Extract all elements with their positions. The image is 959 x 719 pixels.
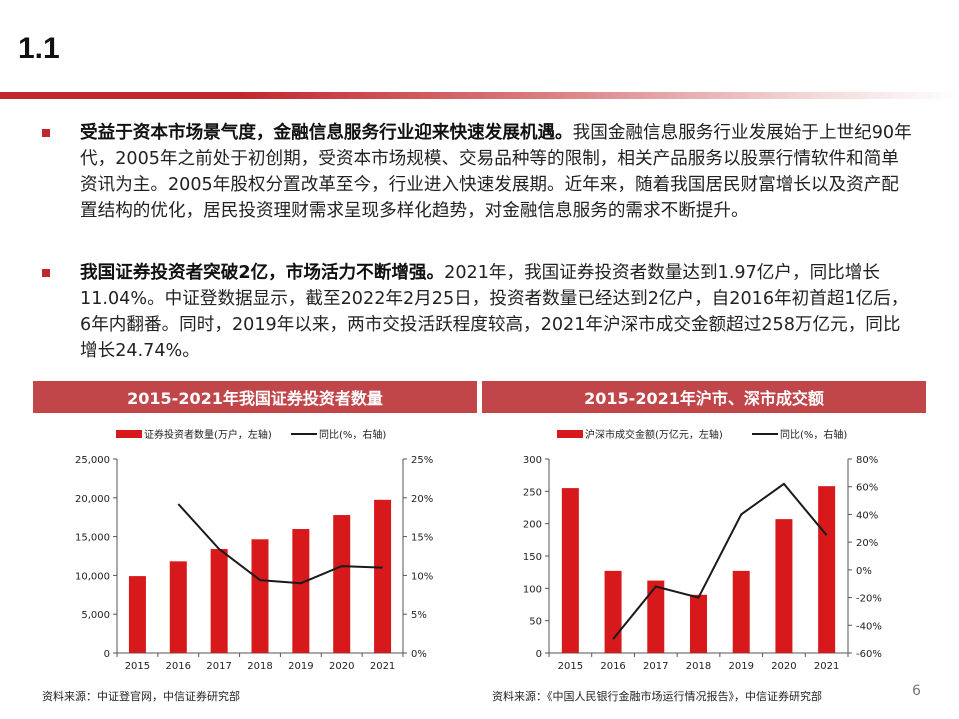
bar-2016 <box>169 561 187 653</box>
chart-investors: 证券投资者数量(万户，左轴) 同比(%，右轴) 0 5,000 10,000 15,000… <box>75 428 433 672</box>
y-left-tick-label: 50 <box>529 617 542 628</box>
chart-right-title: 2015-2021年沪市、深市成交额 <box>482 381 926 413</box>
y-left-tick-label: 0 <box>104 649 110 660</box>
legend-line-label: 同比(%，右轴) <box>319 428 386 441</box>
x-tick-label: 2020 <box>329 661 354 672</box>
bar-2015 <box>128 576 146 653</box>
chart-left-title: 2015-2021年我国证券投资者数量 <box>33 381 477 413</box>
bar-2020 <box>333 515 351 653</box>
y-right-tick-label: -40% <box>856 621 882 632</box>
y-left-tick-label: 5,000 <box>81 610 110 621</box>
bar-2020 <box>775 519 793 653</box>
x-tick-label: 2021 <box>370 661 395 672</box>
bullet-2-body: 2021年，我国证券投资者数量达到1.97亿户，同比增长11.04%。中证登数据… <box>80 263 909 361</box>
x-tick-label: 2018 <box>686 661 711 672</box>
x-tick-label: 2021 <box>814 661 839 672</box>
y-right-tick-label: 10% <box>411 571 433 582</box>
x-tick-label: 2016 <box>166 661 191 672</box>
bar-2015 <box>561 488 579 653</box>
bar-2018 <box>690 594 707 653</box>
x-tick-label: 2018 <box>247 661 272 672</box>
line-series-yoy <box>612 482 828 640</box>
legend-bar-label: 证券投资者数量(万户，左轴) <box>144 428 272 441</box>
line-series-yoy <box>177 503 383 585</box>
y-left-tick-label: 15,000 <box>75 533 110 544</box>
y-right-tick-label: 40% <box>856 510 878 521</box>
legend-bar-swatch <box>116 430 142 438</box>
y-right-tick-label: -60% <box>856 649 882 660</box>
bar-2017 <box>210 549 228 653</box>
y-left-tick-label: 25,000 <box>75 455 110 466</box>
y-right-tick-label: 0% <box>411 649 427 660</box>
bullet-square-icon <box>42 269 50 277</box>
x-tick-label: 2016 <box>600 661 625 672</box>
y-left-tick-label: 20,000 <box>75 494 110 505</box>
bar-2019 <box>732 570 750 653</box>
x-tick-label: 2019 <box>728 661 753 672</box>
y-right-tick-label: 25% <box>411 455 433 466</box>
x-tick-label: 2019 <box>288 661 313 672</box>
y-right-tick-label: 60% <box>856 483 878 494</box>
x-tick-label: 2020 <box>771 661 796 672</box>
section-number: 1.1 <box>18 32 60 65</box>
bullet-paragraph-2: 我国证券投资者突破2亿，市场活力不断增强。2021年，我国证券投资者数量达到1.… <box>42 260 914 364</box>
bullet-1-headline: 受益于资本市场景气度，金融信息服务行业迎来快速发展机遇。 <box>80 123 573 143</box>
header-rule <box>0 92 959 99</box>
y-right-tick-label: 20% <box>411 494 433 505</box>
y-left-tick-label: 10,000 <box>75 571 110 582</box>
legend-bar-swatch <box>557 430 583 438</box>
y-left-tick-label: 250 <box>523 487 542 498</box>
bullet-square-icon <box>42 129 50 137</box>
bar-2019 <box>292 529 310 653</box>
bar-2021 <box>818 486 836 653</box>
y-right-tick-label: 80% <box>856 455 878 466</box>
y-right-tick-label: 20% <box>856 538 878 549</box>
x-tick-label: 2015 <box>558 661 583 672</box>
bullet-2-headline: 我国证券投资者突破2亿，市场活力不断增强。 <box>80 263 445 283</box>
y-right-tick-label: 15% <box>411 533 433 544</box>
y-right-tick-label: -20% <box>856 594 882 605</box>
bar-2017 <box>647 580 665 653</box>
legend-line-label: 同比(%，右轴) <box>780 428 847 441</box>
bullet-1-body: 我国金融信息服务行业发展始于上世纪90年代，2005年之前处于初创期，受资本市场… <box>80 123 912 221</box>
bar-2016 <box>604 570 622 653</box>
x-tick-label: 2017 <box>206 661 231 672</box>
y-left-tick-label: 150 <box>523 552 542 563</box>
source-note-right: 资料来源：《中国人民银行金融市场运行情况报告》，中信证券研究部 <box>492 690 822 703</box>
y-left-tick-label: 200 <box>523 520 542 531</box>
y-right-tick-label: 0% <box>856 566 872 577</box>
bullet-paragraph-1: 受益于资本市场景气度，金融信息服务行业迎来快速发展机遇。我国金融信息服务行业发展… <box>42 120 914 224</box>
chart-turnover: 沪深市成交金额(万亿元，左轴) 同比(%，右轴) 0 50 100 150 200 250 30… <box>523 428 882 672</box>
bar-2018 <box>251 539 269 653</box>
page-number: 6 <box>912 683 921 699</box>
legend-bar-label: 沪深市成交金额(万亿元，左轴) <box>585 428 723 441</box>
y-left-tick-label: 100 <box>523 584 542 595</box>
x-tick-label: 2017 <box>643 661 668 672</box>
y-left-tick-label: 300 <box>523 455 542 466</box>
x-tick-label: 2015 <box>125 661 150 672</box>
bar-2021 <box>374 499 392 653</box>
y-right-tick-label: 5% <box>411 610 427 621</box>
y-left-tick-label: 0 <box>536 649 542 660</box>
source-note-left: 资料来源：中证登官网，中信证券研究部 <box>42 690 240 703</box>
